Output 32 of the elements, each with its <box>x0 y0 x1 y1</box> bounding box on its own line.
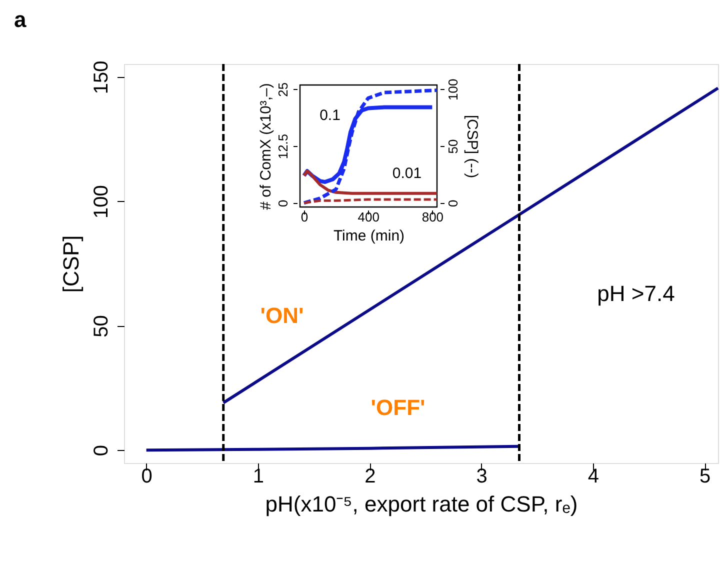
x-tick-label: 400 <box>358 210 380 224</box>
y2-axis-title: [CSP] (--) <box>464 114 480 178</box>
y-axis-title: # of ComX (x10³,–) <box>258 83 274 210</box>
x-tick-label: 3 <box>476 466 488 488</box>
x-tick-label: 5 <box>700 466 711 488</box>
y-tick-label: 0 <box>276 200 290 208</box>
text: a <box>14 7 27 32</box>
y2-tick-label: 50 <box>446 139 460 154</box>
x-axis-title: Time (min) <box>333 228 405 244</box>
x-tick-label: 0 <box>300 210 308 224</box>
y-tick-label: 12.5 <box>276 134 290 160</box>
y-tick-label: 25 <box>276 82 290 97</box>
line-series <box>302 170 438 195</box>
x-axis-title: pH(x10⁻⁵, export rate of CSP, rₑ) <box>265 492 578 516</box>
x-tick-label: 4 <box>588 466 600 488</box>
x-tick-label: 1 <box>252 466 264 488</box>
x-tick-label: 0 <box>141 466 152 488</box>
annotation: 'OFF' <box>370 395 426 420</box>
line-series <box>302 88 439 205</box>
y2-tick-label: 100 <box>446 78 460 100</box>
annotation: 0.01 <box>392 165 422 182</box>
y-tick-label: 50 <box>90 315 112 338</box>
y-tick-label: 100 <box>90 185 112 218</box>
y-axis-title: [CSP] <box>58 235 84 293</box>
x-tick-label: 2 <box>364 466 376 488</box>
annotation: pH >7.4 <box>597 281 675 306</box>
annotation: 0.1 <box>320 107 340 124</box>
y2-tick-label: 0 <box>446 200 460 208</box>
annotation: 'ON' <box>260 303 304 328</box>
y-tick-label: 0 <box>90 445 112 456</box>
x-tick-label: 800 <box>422 210 444 224</box>
y-tick-label: 150 <box>90 60 112 94</box>
